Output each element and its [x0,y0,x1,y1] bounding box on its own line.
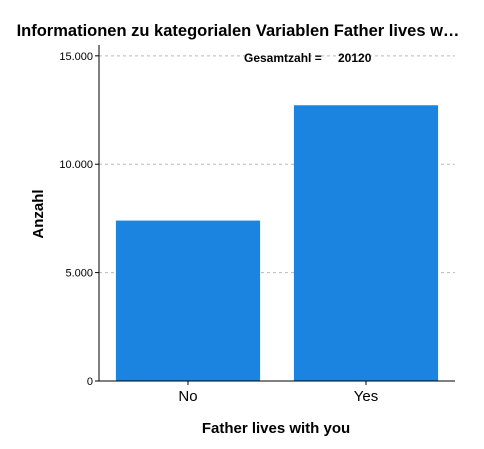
total-count-label: Gesamtzahl = [244,51,322,65]
x-axis-title: Father lives with you [202,420,350,437]
bar-yes [293,105,439,381]
chart-title: Informationen zu kategorialen Variablen … [17,22,460,40]
y-axis-title: Anzahl [30,189,47,238]
bar-no [115,220,261,381]
total-count-value: 20120 [338,51,372,65]
x-tick-label: Yes [354,388,378,405]
y-tick-label: 5.000 [65,268,93,280]
y-tick-label: 0 [87,376,93,388]
y-tick-label: 15.000 [59,51,93,63]
bars [115,105,439,381]
x-tick-label: No [178,388,197,405]
y-tick-label: 10.000 [59,159,93,171]
x-ticks: No Yes [178,381,378,405]
y-ticks: 0 5.000 10.000 15.000 [59,51,99,388]
